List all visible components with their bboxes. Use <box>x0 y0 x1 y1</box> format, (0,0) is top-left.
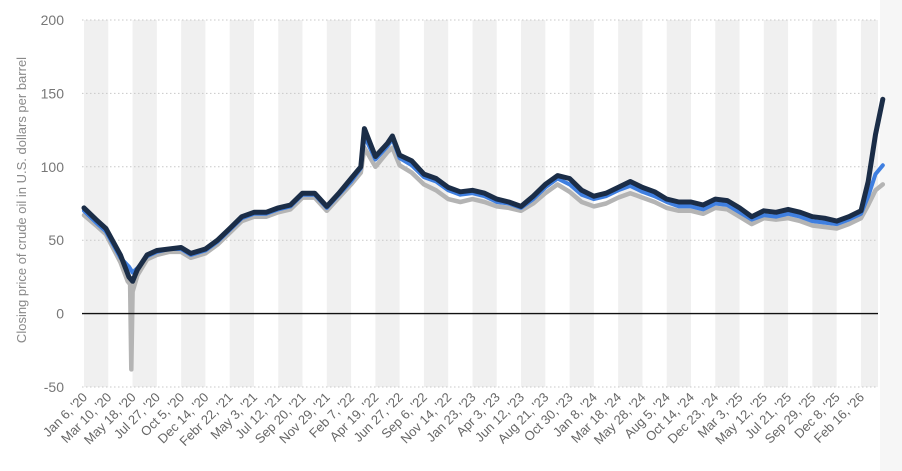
column-band <box>181 20 206 387</box>
y-tick-label: -50 <box>44 379 64 395</box>
column-band <box>763 20 789 387</box>
y-tick-label: 150 <box>41 85 65 101</box>
right-edge-panel <box>880 0 902 471</box>
column-band <box>812 20 837 387</box>
column-band <box>84 20 109 387</box>
column-band <box>423 20 449 387</box>
column-band <box>229 20 254 387</box>
series-lines <box>81 96 886 372</box>
y-tick-label: 100 <box>41 159 65 175</box>
column-bands <box>84 20 878 387</box>
column-band <box>618 20 643 387</box>
y-axis-ticks: 200 150 100 50 0 -50 <box>41 12 65 395</box>
column-band <box>375 20 400 387</box>
y-tick-label: 0 <box>56 306 64 322</box>
series-line-1 <box>81 96 886 284</box>
y-tick-label: 50 <box>48 232 64 248</box>
y-tick-label: 200 <box>41 12 65 28</box>
y-axis-label: Closing price of crude oil in U.S. dolla… <box>14 57 29 343</box>
column-band <box>132 20 157 387</box>
series-line-3 <box>81 145 886 372</box>
